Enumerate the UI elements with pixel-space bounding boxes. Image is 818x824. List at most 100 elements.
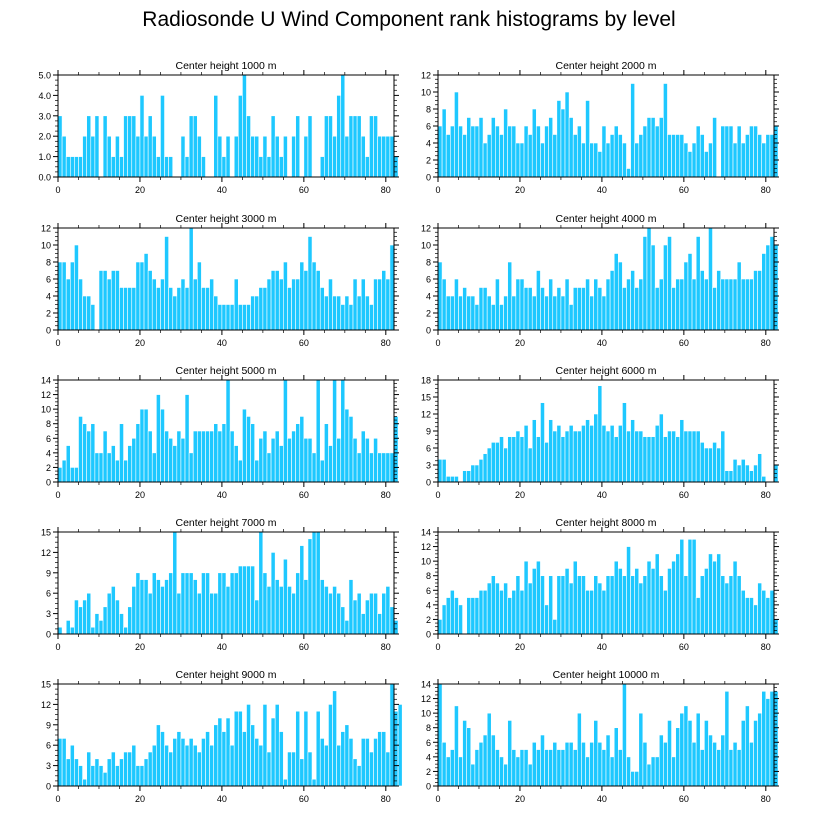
bar <box>110 751 116 787</box>
bar <box>299 545 305 635</box>
bar <box>184 744 190 787</box>
bar <box>172 738 178 787</box>
bar <box>462 720 467 787</box>
bar <box>135 135 141 178</box>
bar <box>295 572 301 635</box>
bar <box>478 117 484 178</box>
bar <box>749 470 754 483</box>
bar <box>609 575 615 635</box>
bar <box>385 135 391 178</box>
bar <box>613 727 619 787</box>
bar <box>486 712 492 787</box>
bar <box>609 425 615 483</box>
bar <box>642 236 648 331</box>
bar <box>184 156 190 178</box>
bar <box>209 744 215 787</box>
bar <box>466 597 472 635</box>
bar <box>445 756 451 787</box>
bar <box>250 423 255 483</box>
bar <box>164 744 169 787</box>
bar <box>344 295 350 331</box>
bar <box>201 287 206 331</box>
bar <box>478 459 484 483</box>
bar <box>572 287 578 331</box>
bar <box>340 606 346 635</box>
bar <box>180 437 186 483</box>
bar <box>548 575 554 635</box>
bar <box>490 304 496 331</box>
bar <box>192 430 198 483</box>
bar <box>332 690 337 787</box>
bar <box>246 304 251 331</box>
bar <box>482 589 488 635</box>
bar <box>110 445 116 483</box>
bar <box>687 253 693 331</box>
bar <box>449 125 455 178</box>
bar <box>749 597 754 635</box>
bar <box>74 467 79 483</box>
bar <box>233 278 239 331</box>
bar <box>209 278 215 331</box>
bar <box>213 295 219 331</box>
bar <box>262 704 268 787</box>
bar <box>340 304 346 331</box>
bar <box>437 619 443 635</box>
bar <box>160 95 165 178</box>
bar <box>270 437 276 483</box>
bar <box>699 749 705 787</box>
bar <box>287 437 292 483</box>
y-tick-label: 3.0 <box>38 111 51 121</box>
bar <box>278 445 284 483</box>
bar <box>123 459 128 483</box>
bar <box>581 287 586 331</box>
bar <box>499 756 504 787</box>
bar <box>266 156 272 178</box>
bar <box>131 287 137 331</box>
bar <box>622 287 627 331</box>
y-tick-label: 8 <box>426 571 431 581</box>
bar <box>540 142 545 178</box>
bar <box>336 592 342 635</box>
bar <box>560 575 566 635</box>
bar <box>667 430 672 483</box>
bar <box>168 156 174 178</box>
bar <box>65 445 71 483</box>
bar <box>490 575 496 635</box>
bar <box>319 579 325 635</box>
bar <box>646 436 652 483</box>
bar <box>572 560 578 635</box>
bar <box>691 538 697 635</box>
bar <box>201 430 206 483</box>
bar <box>205 731 210 787</box>
bar <box>61 738 67 787</box>
bar <box>765 244 771 331</box>
panel-title: Center height 9000 m <box>176 669 277 681</box>
bar <box>745 597 750 635</box>
bar <box>544 604 549 635</box>
bar <box>69 261 75 331</box>
panel-8: Center height 8000 m 0 2 4 6 8 10 12 14 0 20 40 60 80 <box>421 517 779 652</box>
bar <box>176 287 182 331</box>
bar <box>369 115 374 178</box>
y-tick-label: 12 <box>41 390 51 400</box>
bar <box>377 135 383 178</box>
bar <box>135 423 141 483</box>
panel-4: Center height 4000 m 0 2 4 6 8 10 12 0 20 40 60 80 <box>421 213 779 348</box>
bar <box>716 749 722 787</box>
bar <box>519 436 525 483</box>
bar <box>503 447 508 483</box>
bar <box>724 278 730 331</box>
bar <box>221 156 227 178</box>
bar <box>470 763 476 787</box>
bar <box>495 442 500 483</box>
bar <box>381 731 387 787</box>
bar <box>474 125 480 178</box>
bar <box>65 758 71 787</box>
bar <box>139 765 145 787</box>
bar <box>197 751 202 787</box>
bar <box>328 704 333 787</box>
bar <box>385 278 391 331</box>
panel-title: Center height 8000 m <box>556 517 657 529</box>
x-tick-label: 0 <box>435 794 440 804</box>
bar <box>536 436 541 483</box>
